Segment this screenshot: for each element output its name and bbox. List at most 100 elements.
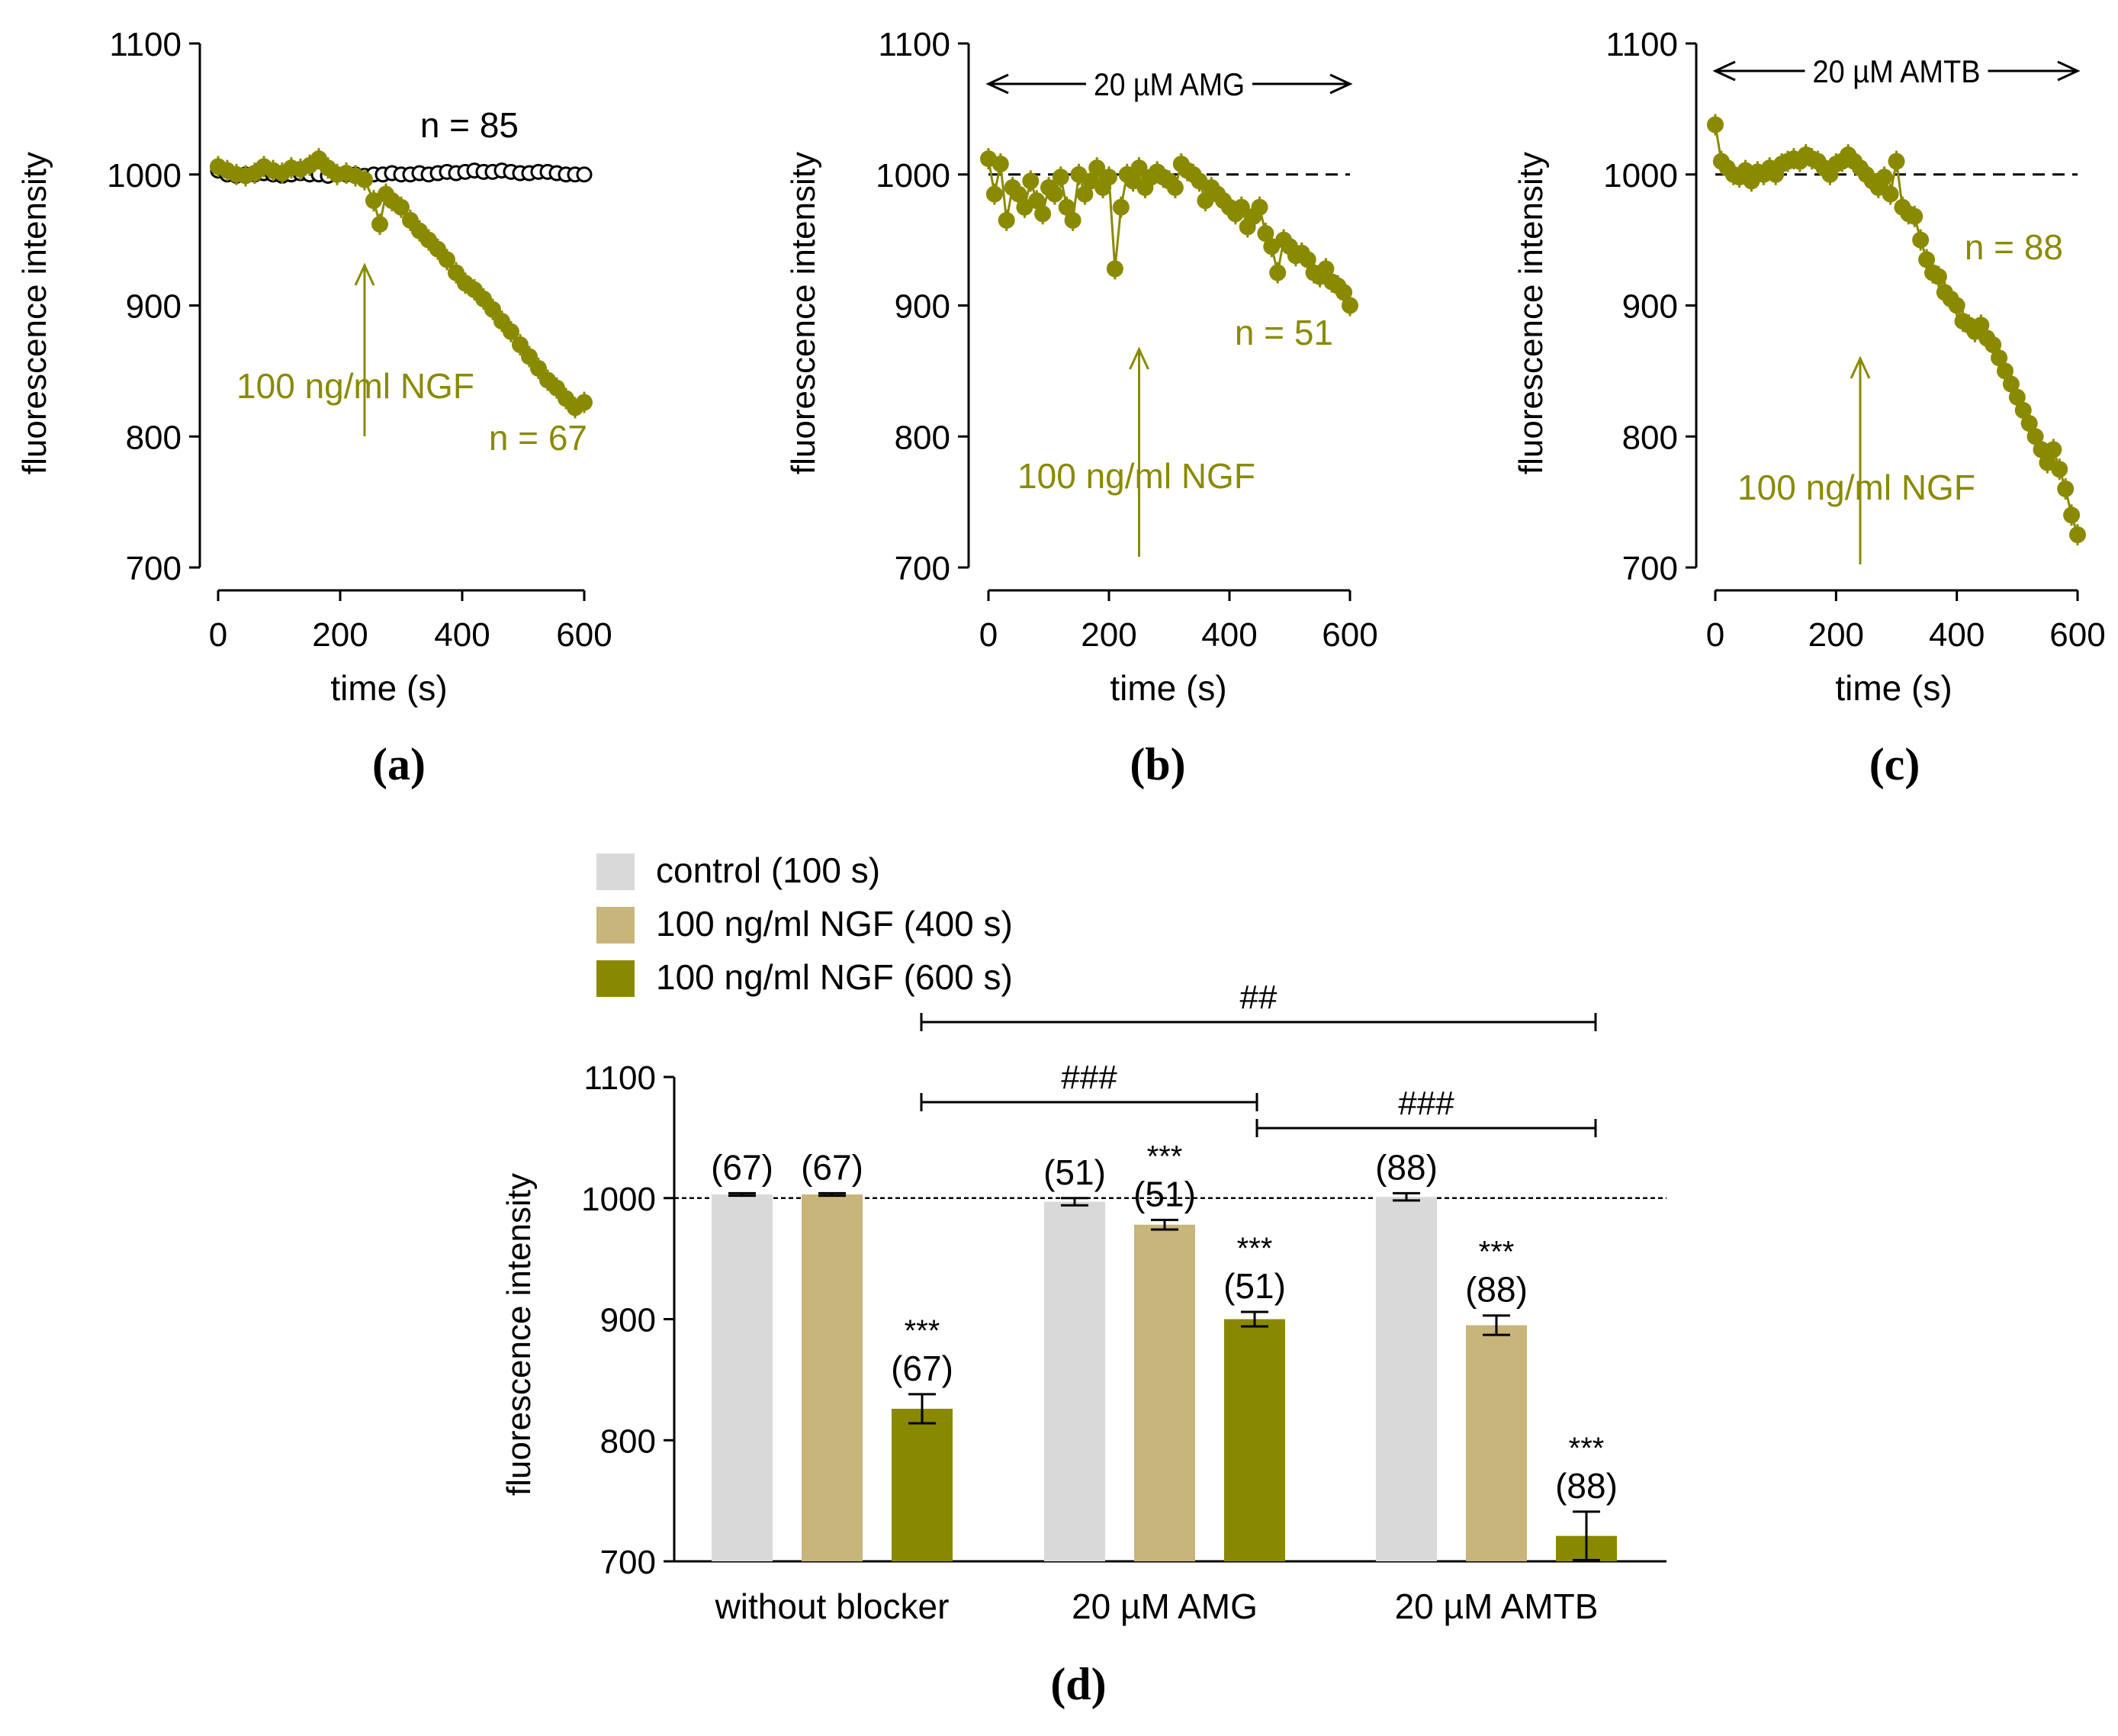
x-tick-label: 400 <box>434 616 490 654</box>
x-axis-label: time (s) <box>1835 668 1952 708</box>
data-point <box>1991 349 2008 367</box>
y-tick-label: 800 <box>600 1423 656 1460</box>
panel-a: 700 800 900 1000 1100 0 200 400 600 time (s) fluor… <box>16 26 612 789</box>
data-point <box>1342 297 1358 314</box>
treatment-arrowhead-right <box>2057 60 2081 82</box>
significance-bracket: ### <box>1255 1085 1597 1137</box>
category-label: 20 µM AMG <box>1072 1587 1258 1626</box>
treatment-label: 20 µM AMTB <box>1813 53 1981 89</box>
data-point <box>439 251 455 268</box>
x-axis-label: time (s) <box>1110 668 1226 708</box>
n-label: n = 85 <box>420 105 519 145</box>
data-point <box>985 185 1003 203</box>
y-tick-label: 1000 <box>1603 157 1678 194</box>
bar <box>892 1408 953 1561</box>
ngf-arrowhead <box>354 262 375 286</box>
treatment-label: 20 µM AMG <box>1094 66 1245 102</box>
legend-label: control (100 s) <box>656 850 880 890</box>
data-point <box>1269 264 1287 281</box>
data-point <box>2020 415 2038 432</box>
data-point <box>521 348 538 365</box>
n-label: (51) <box>1043 1153 1106 1192</box>
x-tick-label: 0 <box>979 616 998 654</box>
data-point <box>2014 401 2032 419</box>
data-point <box>2063 506 2081 524</box>
bar <box>1044 1201 1105 1561</box>
data-point <box>393 198 410 216</box>
y-tick-label: 1100 <box>583 1059 656 1097</box>
x-tick-label: 600 <box>556 616 612 654</box>
legend-swatch <box>596 907 635 944</box>
data-point <box>2008 388 2026 406</box>
bar <box>712 1194 773 1561</box>
data-point <box>1882 185 1899 203</box>
n-label: (67) <box>891 1349 953 1388</box>
bracket-label: ### <box>1398 1085 1454 1122</box>
data-point <box>1046 185 1063 203</box>
y-tick-label: 1000 <box>581 1181 656 1218</box>
data-point <box>1948 297 1965 314</box>
ngf-annotation: 100 ng/ml NGF <box>1017 456 1255 496</box>
bar-group: (51)(51)***(51)***20 µM AMG <box>1043 1140 1286 1626</box>
y-tick-label: 700 <box>895 550 950 587</box>
data-point <box>576 166 593 183</box>
data-point <box>1112 198 1130 216</box>
data-point <box>1028 192 1046 210</box>
data-point <box>1064 211 1081 229</box>
ngf-annotation: 100 ng/ml NGF <box>236 366 474 406</box>
y-tick-label: 900 <box>126 288 182 326</box>
data-point <box>1972 317 1990 334</box>
data-point <box>1034 205 1052 223</box>
data-point <box>2045 441 2062 458</box>
bar <box>1466 1325 1527 1561</box>
x-tick-label: 0 <box>209 616 227 654</box>
data-point <box>1076 185 1094 203</box>
data-point <box>1251 198 1268 216</box>
data-point <box>1052 169 1069 186</box>
bar <box>802 1194 863 1561</box>
data-point <box>503 323 519 340</box>
panel-label: (b) <box>1130 739 1185 789</box>
y-tick-label: 700 <box>126 550 182 587</box>
n-label: (88) <box>1555 1466 1618 1506</box>
y-axis-label: fluorescence intensity <box>785 152 822 474</box>
data-point <box>2051 461 2068 478</box>
panel-label: (d) <box>1050 1659 1106 1709</box>
treatment-arrowhead-left <box>1712 60 1736 82</box>
data-point <box>1335 284 1353 301</box>
significance-bracket: ## <box>920 979 1597 1031</box>
x-tick-label: 600 <box>2049 616 2105 654</box>
y-tick-label: 800 <box>895 419 950 456</box>
x-tick-label: 200 <box>1808 616 1864 654</box>
n-label: (51) <box>1133 1174 1196 1214</box>
data-point <box>512 336 529 354</box>
data-point <box>998 211 1015 229</box>
bar <box>1134 1224 1195 1561</box>
data-point <box>1130 159 1148 177</box>
category-label: 20 µM AMTB <box>1395 1587 1599 1626</box>
data-point <box>2033 441 2050 458</box>
n-label: n = 51 <box>1235 313 1333 352</box>
series-ngf <box>980 148 1358 317</box>
treatment-arrowhead-left <box>985 73 1009 95</box>
bracket-label: ## <box>1240 979 1278 1016</box>
bracket-label: ### <box>1061 1059 1117 1096</box>
series-ngf <box>1707 114 2086 546</box>
data-point <box>1906 207 1924 225</box>
n-label: (51) <box>1223 1266 1286 1306</box>
y-tick-label: 1100 <box>1605 26 1678 63</box>
data-point <box>1058 198 1075 216</box>
panel-d: control (100 s) 100 ng/ml NGF (400 s) 100 … <box>500 850 1666 1709</box>
data-point <box>1930 268 1947 285</box>
data-point <box>1106 260 1123 278</box>
data-point <box>1233 198 1250 216</box>
significance-bracket: ### <box>920 1059 1258 1111</box>
legend: control (100 s) 100 ng/ml NGF (400 s) 100 … <box>596 850 1013 997</box>
x-tick-label: 400 <box>1201 616 1257 654</box>
ngf-arrowhead <box>1129 346 1149 370</box>
data-point <box>1997 362 2014 380</box>
significance-stars: *** <box>1147 1140 1183 1173</box>
significance-stars: *** <box>1569 1432 1605 1465</box>
y-tick-label: 700 <box>600 1544 656 1581</box>
y-tick-label: 700 <box>1622 550 1678 587</box>
